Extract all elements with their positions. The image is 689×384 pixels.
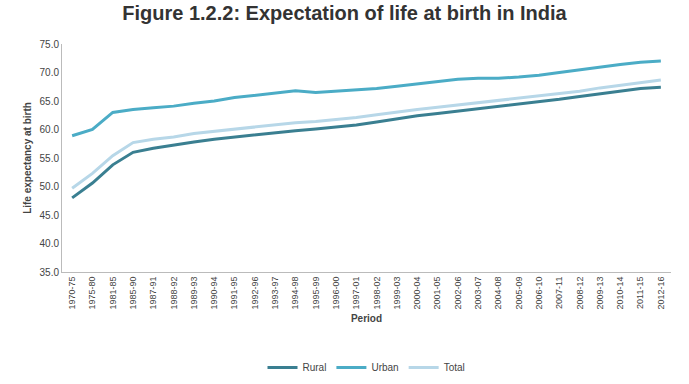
svg-text:1992-96: 1992-96 bbox=[250, 277, 260, 310]
svg-text:1996-00: 1996-00 bbox=[331, 277, 341, 310]
svg-text:1981-85: 1981-85 bbox=[108, 277, 118, 310]
svg-text:65.0: 65.0 bbox=[40, 96, 60, 107]
svg-text:1975-80: 1975-80 bbox=[87, 277, 97, 310]
svg-text:1970-75: 1970-75 bbox=[67, 277, 77, 310]
svg-text:1985-90: 1985-90 bbox=[128, 277, 138, 310]
svg-text:1998-02: 1998-02 bbox=[372, 277, 382, 310]
svg-text:2002-06: 2002-06 bbox=[453, 277, 463, 310]
svg-text:1995-99: 1995-99 bbox=[311, 277, 321, 310]
svg-text:1993-97: 1993-97 bbox=[270, 277, 280, 310]
svg-text:40.0: 40.0 bbox=[40, 238, 60, 249]
svg-text:2004-08: 2004-08 bbox=[493, 277, 503, 310]
svg-text:2007-11: 2007-11 bbox=[554, 277, 564, 309]
svg-text:2010-14: 2010-14 bbox=[615, 277, 625, 310]
svg-text:2000-04: 2000-04 bbox=[412, 277, 422, 310]
svg-text:2008-12: 2008-12 bbox=[575, 277, 585, 310]
svg-text:Total: Total bbox=[444, 362, 465, 373]
svg-text:55.0: 55.0 bbox=[40, 153, 60, 164]
svg-text:1989-93: 1989-93 bbox=[189, 277, 199, 310]
svg-text:75.0: 75.0 bbox=[40, 39, 60, 50]
svg-text:Figure 1.2.2: Expectation of l: Figure 1.2.2: Expectation of life at bir… bbox=[122, 2, 567, 24]
svg-text:2006-10: 2006-10 bbox=[534, 277, 544, 310]
svg-text:2012-16: 2012-16 bbox=[656, 277, 666, 310]
svg-text:2005-09: 2005-09 bbox=[514, 277, 524, 310]
svg-text:45.0: 45.0 bbox=[40, 210, 60, 221]
svg-text:2009-13: 2009-13 bbox=[595, 277, 605, 310]
svg-text:2011-15: 2011-15 bbox=[635, 277, 645, 309]
svg-text:1994-98: 1994-98 bbox=[290, 277, 300, 310]
svg-text:Urban: Urban bbox=[371, 362, 398, 373]
svg-text:1991-95: 1991-95 bbox=[229, 277, 239, 310]
svg-text:2003-07: 2003-07 bbox=[473, 277, 483, 310]
svg-text:50.0: 50.0 bbox=[40, 181, 60, 192]
svg-text:1987-91: 1987-91 bbox=[148, 277, 158, 310]
svg-text:70.0: 70.0 bbox=[40, 67, 60, 78]
svg-text:1988-92: 1988-92 bbox=[169, 277, 179, 310]
svg-text:60.0: 60.0 bbox=[40, 124, 60, 135]
svg-text:1997-01: 1997-01 bbox=[351, 277, 361, 310]
svg-text:35.0: 35.0 bbox=[40, 267, 60, 278]
svg-text:Rural: Rural bbox=[303, 362, 327, 373]
svg-text:2001-05: 2001-05 bbox=[432, 277, 442, 310]
svg-text:Life expectancy at birth: Life expectancy at birth bbox=[22, 102, 33, 214]
svg-text:1999-03: 1999-03 bbox=[392, 277, 402, 310]
svg-text:Period: Period bbox=[351, 313, 382, 324]
svg-text:1990-94: 1990-94 bbox=[209, 277, 219, 310]
